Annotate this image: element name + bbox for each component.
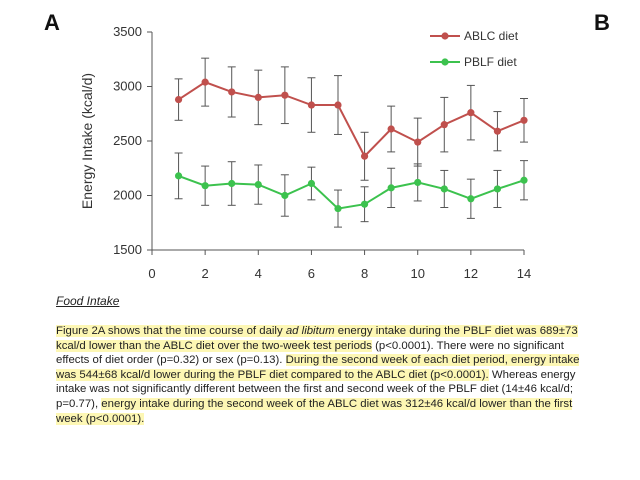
- pblf-legend-marker: [441, 58, 449, 66]
- ablc-data-point: [387, 125, 395, 133]
- pblf-data-point: [307, 179, 316, 188]
- ablc-data-point: [360, 152, 369, 160]
- y-tick-label: 1500: [113, 242, 142, 257]
- y-tick-label: 3500: [113, 24, 142, 39]
- paragraph-segment: (p<0.0001). There were no significant ef…: [56, 339, 564, 367]
- pblf-series-line: [178, 174, 525, 210]
- pblf-data-point: [414, 178, 422, 187]
- x-tick-label: 4: [255, 266, 262, 281]
- ablc-data-point: [493, 127, 502, 135]
- pblf-data-point: [467, 195, 475, 203]
- y-tick-label: 3000: [113, 79, 142, 94]
- paragraph-segment: energy intake during the second week of …: [56, 397, 573, 425]
- pblf-data-point: [281, 191, 289, 200]
- ablc-data-point: [174, 95, 183, 104]
- x-tick-label: 12: [464, 266, 478, 281]
- pblf-data-point: [201, 182, 209, 190]
- body-paragraph: Figure 2A shows that the time course of …: [56, 324, 596, 426]
- pblf-data-point: [174, 172, 183, 180]
- ablc-data-point: [254, 93, 262, 101]
- section-heading: Food Intake: [56, 294, 120, 308]
- ablc-data-point: [440, 121, 448, 129]
- ablc-data-point: [520, 116, 528, 124]
- ablc-data-point: [307, 101, 316, 109]
- y-tick-label: 2500: [113, 133, 142, 148]
- energy-intake-chart: 1500 2000 2500 3000 3500 0 2 4 6 8 10 12 14 Energy In…: [79, 24, 531, 281]
- ablc-data-point: [281, 91, 289, 99]
- y-tick-label: 2000: [113, 188, 142, 203]
- ablc-data-point: [414, 138, 422, 146]
- pblf-legend-label: PBLF diet: [464, 55, 517, 69]
- pblf-data-point: [520, 176, 528, 184]
- ablc-legend-label: ABLC diet: [464, 29, 519, 43]
- x-tick-label: 8: [361, 266, 368, 281]
- paragraph-segment: ad libitum: [285, 325, 335, 337]
- x-tick-label: 0: [148, 266, 155, 281]
- pblf-data-point: [228, 179, 236, 188]
- ablc-legend-marker: [441, 32, 449, 40]
- ablc-series-line: [178, 81, 525, 158]
- x-tick-label: 10: [410, 266, 424, 281]
- paragraph-segment: Figure 2A shows that the time course of …: [56, 325, 286, 337]
- pblf-data-point: [493, 185, 502, 193]
- pblf-data-point: [334, 204, 342, 213]
- ablc-data-point: [467, 109, 475, 117]
- x-tick-label: 14: [517, 266, 531, 281]
- x-tick-label: 6: [308, 266, 315, 281]
- panel-label-a: A: [44, 10, 60, 35]
- pblf-data-point: [360, 200, 369, 208]
- ablc-data-point: [228, 88, 236, 96]
- x-tick-label: 2: [202, 266, 209, 281]
- pblf-data-point: [387, 184, 395, 192]
- pblf-data-point: [440, 185, 448, 193]
- pblf-data-point: [254, 181, 262, 189]
- paragraph-segment: Whereas energy intake was not significan…: [56, 368, 576, 410]
- ablc-data-point: [334, 101, 342, 109]
- ablc-data-point: [201, 78, 209, 86]
- y-axis-title: Energy Intake (kcal/d): [79, 73, 95, 209]
- panel-label-b: B: [594, 10, 610, 35]
